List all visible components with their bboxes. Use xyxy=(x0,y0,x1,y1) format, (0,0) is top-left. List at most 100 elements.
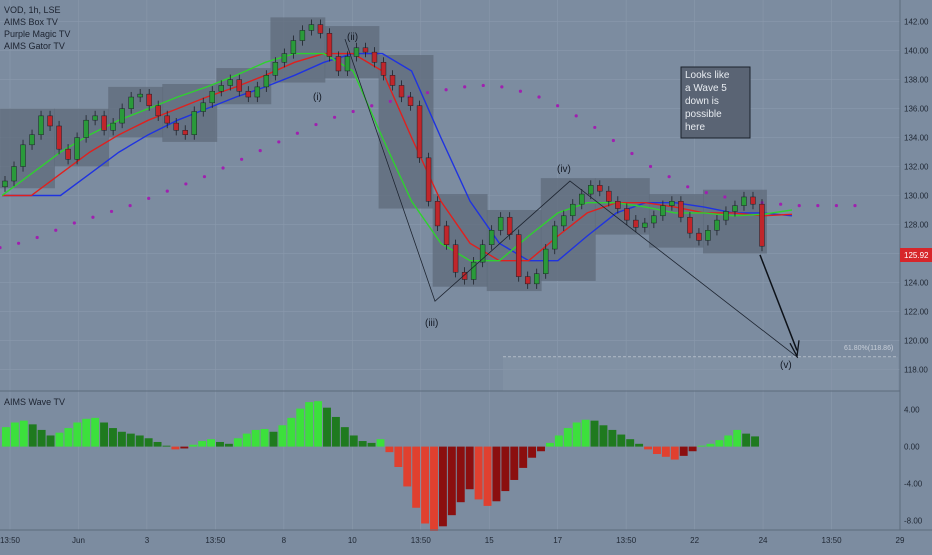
purple-dot xyxy=(611,138,615,143)
wave-bar xyxy=(278,425,287,447)
purple-dot xyxy=(425,91,430,95)
wave-bar xyxy=(135,435,144,447)
candle-body xyxy=(191,111,197,135)
purple-dot xyxy=(277,140,281,144)
wave-bar xyxy=(528,446,537,458)
wave-bar xyxy=(635,443,644,447)
wave-bar xyxy=(260,428,269,447)
time-tick-label: 15 xyxy=(485,536,494,545)
wave-bar xyxy=(670,446,679,460)
indicator-label-box[interactable]: AIMS Box TV xyxy=(4,17,58,27)
time-tick-label: 17 xyxy=(553,536,562,545)
wave-bar xyxy=(323,407,331,447)
candle-body xyxy=(290,40,297,54)
note-box[interactable]: Looks like a Wave 5 down is possible her… xyxy=(680,66,751,139)
purple-dot xyxy=(648,164,653,169)
wave-bar xyxy=(438,446,447,527)
candle-body xyxy=(660,205,666,217)
wave-bar xyxy=(126,433,135,447)
wave-bar xyxy=(91,417,100,447)
time-tick-label: 13:50 xyxy=(205,536,226,545)
candle-body xyxy=(687,216,693,234)
wave-count-line xyxy=(344,38,799,359)
candle-body xyxy=(588,185,594,195)
wave-bar xyxy=(447,446,456,516)
price-tick-label: 138.00 xyxy=(904,76,929,85)
purple-dot xyxy=(444,88,448,92)
note-line-3: down is xyxy=(685,96,719,107)
candle-body xyxy=(254,86,261,98)
wave-histogram xyxy=(2,401,759,531)
wave-bar xyxy=(456,446,465,503)
purple-dot xyxy=(16,241,21,245)
wave-bar xyxy=(519,446,528,468)
wave-bar xyxy=(287,417,296,447)
time-tick-label: 13:50 xyxy=(616,536,637,545)
wave-bar xyxy=(37,429,46,447)
time-tick-label: 3 xyxy=(145,536,150,545)
wave-bar xyxy=(358,441,367,447)
wave-bar xyxy=(403,446,412,487)
aims-box xyxy=(270,17,326,83)
purple-dot xyxy=(574,114,578,118)
wave-bar xyxy=(189,444,198,447)
candle-body xyxy=(308,24,315,31)
price-tick-label: 120.00 xyxy=(904,336,929,345)
wave-bar xyxy=(73,422,82,447)
wave-tick-label: 4.00 xyxy=(904,406,920,415)
candle-body xyxy=(200,102,206,112)
aims-box xyxy=(0,108,55,189)
wave-bar xyxy=(554,435,563,447)
candle-body xyxy=(434,201,441,227)
wave-bar xyxy=(296,408,305,447)
candle-body xyxy=(651,215,657,224)
time-tick-label: 13:50 xyxy=(0,536,21,545)
purple-dot xyxy=(202,175,207,179)
wave-bar xyxy=(581,419,590,447)
purple-dot xyxy=(388,99,392,103)
fib-level-label: 61.80%(118.86) xyxy=(844,345,893,352)
wave-bar xyxy=(216,441,224,447)
purple-dot xyxy=(630,151,634,156)
candle-body xyxy=(561,215,567,227)
aims-box xyxy=(486,209,542,292)
candle-body xyxy=(425,157,432,202)
candle-body xyxy=(543,248,549,274)
candle-body xyxy=(515,234,522,277)
price-tick-label: 134.00 xyxy=(904,134,929,143)
wave-bar xyxy=(590,420,599,447)
wave-bar xyxy=(100,422,109,447)
candle-body xyxy=(759,203,765,247)
aims-box xyxy=(540,178,596,281)
sub-panel-title[interactable]: AIMS Wave TV xyxy=(4,397,65,407)
purple-dot xyxy=(723,195,727,199)
aims-box xyxy=(54,108,110,167)
purple-dot xyxy=(221,166,225,170)
wave-bar xyxy=(224,443,233,447)
candle-body xyxy=(570,203,576,217)
candle-body xyxy=(299,30,306,41)
time-tick-label: 13:50 xyxy=(822,536,843,545)
wave-bar xyxy=(64,428,73,447)
wave-bar xyxy=(28,424,37,447)
price-tick-label: 136.00 xyxy=(904,105,929,114)
wave-tick-label: -8.00 xyxy=(904,517,923,526)
purple-dot xyxy=(500,85,504,89)
candle-body xyxy=(209,90,215,104)
candle-body xyxy=(705,230,711,241)
note-line-1: Looks like xyxy=(685,70,730,81)
indicator-label-gator[interactable]: AIMS Gator TV xyxy=(4,41,65,51)
candle-body xyxy=(263,75,270,88)
wave-bar xyxy=(572,422,581,447)
candle-body xyxy=(452,244,459,273)
note-line-2: a Wave 5 xyxy=(685,83,727,94)
wave-bar xyxy=(742,433,751,447)
candle-body xyxy=(714,219,720,231)
fib-level xyxy=(503,356,898,391)
red-line xyxy=(2,52,793,262)
indicator-label-purple[interactable]: Purple Magic TV xyxy=(4,29,70,39)
candle-body xyxy=(281,53,288,63)
wave-bar xyxy=(706,443,715,447)
